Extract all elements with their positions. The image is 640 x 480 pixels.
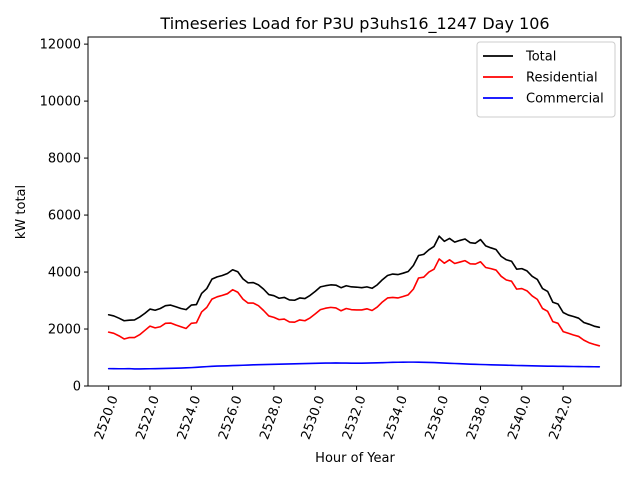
y-tick-label: 8000	[48, 152, 81, 167]
legend-label-residential: Residential	[526, 71, 598, 86]
x-tick-label: 2530.0	[299, 394, 329, 442]
x-tick-label: 2536.0	[423, 394, 453, 442]
x-tick-label: 2534.0	[381, 394, 411, 442]
x-tick-label: 2542.0	[547, 394, 577, 442]
series-layer	[107, 235, 601, 370]
x-tick-label: 2528.0	[257, 394, 287, 442]
y-tick-label: 10000	[40, 95, 81, 110]
x-axis: 2520.0 2522.0 2524.0 2526.0 2528.0 2530.0 2532…	[92, 386, 576, 442]
x-tick-label: 2540.0	[505, 394, 535, 442]
plot-frame	[87, 36, 622, 387]
legend-label-total: Total	[525, 50, 556, 65]
y-tick-label: 0	[73, 380, 81, 395]
y-tick-label: 4000	[48, 266, 81, 281]
series-line-residential	[107, 258, 601, 347]
x-tick-label: 2522.0	[133, 394, 163, 442]
x-tick-label: 2520.0	[92, 394, 122, 442]
y-tick-label: 6000	[48, 209, 81, 224]
y-tick-label: 2000	[48, 323, 81, 338]
chart-title: Timeseries Load for P3U p3uhs16_1247 Day…	[159, 14, 549, 34]
y-tick-label: 12000	[40, 38, 81, 53]
x-tick-label: 2526.0	[216, 394, 246, 442]
legend: Total Residential Commercial	[476, 41, 616, 118]
x-axis-label: Hour of Year	[315, 451, 395, 466]
series-line-commercial	[107, 361, 601, 370]
legend-label-commercial: Commercial	[526, 92, 604, 107]
x-tick-label: 2524.0	[175, 394, 205, 442]
series-line-total	[107, 235, 601, 329]
y-axis: 0 2000 4000 6000 8000 10000 12000	[40, 38, 88, 395]
x-tick-label: 2532.0	[340, 394, 370, 442]
x-tick-label: 2538.0	[464, 394, 494, 442]
y-axis-label: kW total	[14, 185, 29, 239]
